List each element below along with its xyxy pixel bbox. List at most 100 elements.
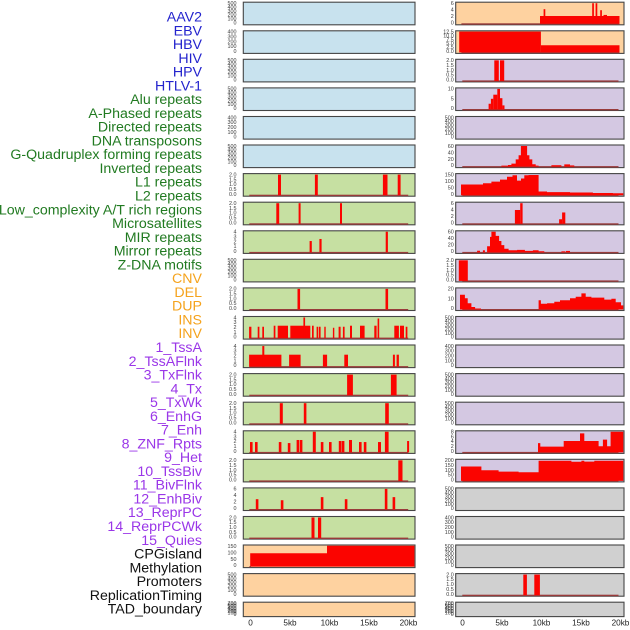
svg-text:1.5: 1.5	[446, 263, 454, 269]
svg-text:700: 700	[445, 601, 454, 607]
svg-text:400: 400	[445, 515, 454, 521]
svg-text:5.0: 5.0	[446, 41, 454, 47]
svg-text:300: 300	[228, 66, 237, 72]
svg-text:4: 4	[451, 208, 454, 214]
svg-text:13_ReprPC: 13_ReprPC	[128, 505, 202, 521]
svg-text:100: 100	[445, 611, 454, 617]
svg-text:0.0: 0.0	[229, 306, 237, 312]
svg-text:20kb: 20kb	[612, 619, 630, 628]
svg-text:1: 1	[234, 444, 237, 450]
svg-text:300: 300	[445, 552, 454, 558]
svg-text:0: 0	[451, 563, 454, 569]
svg-text:0.5: 0.5	[229, 530, 237, 536]
svg-text:0.5: 0.5	[229, 387, 237, 393]
svg-text:4: 4	[451, 8, 454, 14]
svg-text:100: 100	[445, 179, 454, 185]
svg-text:0: 0	[234, 278, 237, 284]
svg-text:HIV: HIV	[178, 51, 202, 67]
svg-text:1.0: 1.0	[229, 382, 237, 388]
svg-text:6: 6	[451, 1, 454, 7]
svg-text:200: 200	[445, 498, 454, 504]
svg-text:300: 300	[228, 607, 237, 613]
svg-text:0.5: 0.5	[229, 301, 237, 307]
svg-text:0: 0	[451, 478, 454, 484]
svg-text:2.0: 2.0	[446, 572, 454, 578]
svg-text:7.5: 7.5	[446, 37, 454, 43]
svg-text:1.0: 1.0	[229, 525, 237, 531]
svg-text:500: 500	[228, 604, 237, 610]
svg-text:150: 150	[445, 172, 454, 178]
svg-text:A-Phased repeats: A-Phased repeats	[88, 106, 202, 122]
svg-text:500: 500	[228, 572, 237, 578]
svg-text:200: 200	[445, 413, 454, 419]
svg-text:100: 100	[228, 130, 237, 136]
svg-text:10kb: 10kb	[321, 619, 339, 628]
svg-text:0: 0	[451, 363, 454, 369]
svg-text:3: 3	[234, 320, 237, 326]
svg-text:6_EnhG: 6_EnhG	[150, 409, 202, 425]
svg-text:8_ZNF_Rpts: 8_ZNF_Rpts	[122, 436, 202, 452]
svg-text:0.0: 0.0	[229, 392, 237, 398]
svg-text:Alu repeats: Alu repeats	[130, 92, 202, 108]
svg-text:100: 100	[445, 388, 454, 394]
svg-text:400: 400	[445, 319, 454, 325]
svg-text:Promoters: Promoters	[137, 574, 202, 590]
svg-text:Inverted repeats: Inverted repeats	[99, 161, 202, 177]
svg-text:200: 200	[228, 156, 237, 162]
svg-text:4: 4	[234, 430, 237, 436]
svg-text:MIR repeats: MIR repeats	[125, 230, 202, 246]
svg-text:G-Quadruplex forming repeats: G-Quadruplex forming repeats	[10, 147, 202, 163]
svg-text:10.0: 10.0	[443, 34, 454, 40]
svg-text:0.0: 0.0	[446, 278, 454, 284]
svg-text:0: 0	[451, 306, 454, 312]
svg-text:1.0: 1.0	[229, 211, 237, 217]
svg-text:0: 0	[234, 106, 237, 112]
svg-text:INS: INS	[178, 312, 202, 328]
svg-text:60: 60	[448, 230, 454, 236]
svg-text:0: 0	[451, 535, 454, 541]
svg-text:100: 100	[445, 358, 454, 364]
svg-text:0: 0	[234, 363, 237, 369]
svg-text:L2 repeats: L2 repeats	[135, 189, 202, 205]
svg-text:0.0: 0.0	[446, 78, 454, 84]
svg-text:100: 100	[445, 331, 454, 337]
svg-text:AAV2: AAV2	[167, 10, 202, 26]
svg-text:60: 60	[448, 144, 454, 150]
svg-text:1.0: 1.0	[229, 468, 237, 474]
svg-text:200: 200	[445, 327, 454, 333]
svg-text:4_Tx: 4_Tx	[170, 381, 202, 397]
svg-text:4: 4	[234, 493, 237, 499]
svg-text:2.0: 2.0	[229, 372, 237, 378]
svg-text:0: 0	[451, 135, 454, 141]
svg-text:2.0: 2.0	[229, 515, 237, 521]
svg-text:500: 500	[445, 372, 454, 378]
svg-text:0.0: 0.0	[229, 478, 237, 484]
svg-text:100: 100	[445, 502, 454, 508]
svg-text:0.5: 0.5	[446, 587, 454, 593]
svg-text:0: 0	[451, 220, 454, 226]
svg-text:300: 300	[228, 34, 237, 40]
svg-text:1: 1	[234, 244, 237, 250]
svg-text:400: 400	[228, 576, 237, 582]
svg-text:0: 0	[451, 612, 454, 618]
svg-text:100: 100	[228, 588, 237, 594]
svg-text:0.5: 0.5	[229, 216, 237, 222]
svg-text:1.5: 1.5	[229, 292, 237, 298]
svg-text:1_TssA: 1_TssA	[155, 340, 202, 356]
svg-text:500: 500	[228, 87, 237, 93]
svg-text:100: 100	[228, 611, 237, 617]
svg-text:1.5: 1.5	[229, 377, 237, 383]
svg-text:200: 200	[445, 609, 454, 615]
svg-text:500: 500	[445, 315, 454, 321]
svg-text:DUP: DUP	[172, 299, 202, 315]
svg-text:2: 2	[451, 444, 454, 450]
svg-text:2.0: 2.0	[229, 287, 237, 293]
svg-text:0.0: 0.0	[229, 192, 237, 198]
svg-text:1.0: 1.0	[446, 68, 454, 74]
svg-text:CPGisland: CPGisland	[134, 547, 202, 563]
svg-text:100: 100	[228, 102, 237, 108]
svg-text:100: 100	[445, 131, 454, 137]
svg-text:11_BivFlnk: 11_BivFlnk	[133, 478, 203, 494]
svg-text:100: 100	[445, 468, 454, 474]
svg-text:0: 0	[460, 619, 465, 628]
